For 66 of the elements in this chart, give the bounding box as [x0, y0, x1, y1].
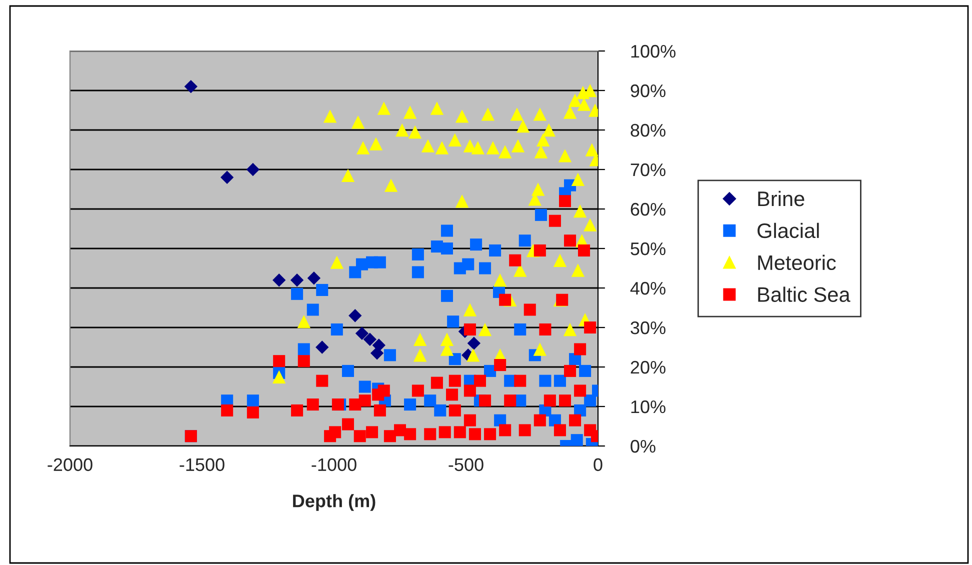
- point: [434, 404, 446, 416]
- point: [306, 304, 319, 316]
- legend-label: Meteoric: [758, 254, 836, 270]
- point: [220, 170, 234, 184]
- point: [447, 316, 460, 328]
- point: [440, 242, 454, 255]
- point: [374, 256, 386, 268]
- point: [440, 224, 454, 237]
- point: [574, 404, 586, 416]
- point: [412, 248, 424, 260]
- y-tick-label: 70%: [630, 163, 666, 176]
- y-tick-label: 60%: [630, 202, 666, 216]
- legend-label: Brine: [758, 190, 804, 206]
- x-axis-title: Depth (m): [293, 494, 376, 511]
- y-tick-label: 80%: [630, 124, 666, 137]
- point: [462, 258, 474, 270]
- point: [384, 349, 396, 362]
- point: [184, 80, 198, 94]
- y-tick-label: 100%: [631, 44, 676, 58]
- point: [470, 238, 482, 251]
- point: [370, 346, 384, 360]
- y-tick-label: 30%: [630, 321, 666, 334]
- x-tick-label: -2000: [48, 458, 92, 472]
- point: [272, 274, 286, 287]
- point: [514, 323, 526, 336]
- point: [489, 244, 502, 256]
- point: [424, 394, 436, 407]
- y-tick-label: 50%: [630, 242, 666, 256]
- point: [358, 380, 371, 393]
- point: [298, 343, 310, 356]
- point: [290, 274, 304, 287]
- point: [330, 323, 343, 336]
- point: [579, 364, 592, 377]
- point: [569, 353, 582, 366]
- y-tick-label: 40%: [630, 282, 666, 295]
- point: [348, 309, 362, 322]
- point: [246, 162, 260, 176]
- point: [478, 262, 492, 274]
- y-tick-label: 10%: [631, 400, 666, 414]
- point: [570, 434, 583, 446]
- x-tick-label: -1500: [180, 458, 224, 472]
- point: [316, 340, 329, 354]
- point: [467, 336, 481, 350]
- point: [412, 266, 424, 278]
- point: [448, 353, 461, 366]
- point: [355, 326, 369, 340]
- y-tick-label: 0%: [630, 440, 656, 453]
- point: [246, 394, 259, 407]
- point: [404, 398, 416, 411]
- point: [307, 272, 321, 285]
- y-tick-label: 20%: [630, 360, 666, 374]
- point: [539, 374, 552, 387]
- legend-label: Glacial: [758, 222, 819, 238]
- point: [440, 290, 454, 302]
- point: [554, 374, 566, 387]
- x-tick-label: -1000: [312, 458, 356, 472]
- y-tick-label: 90%: [630, 84, 666, 98]
- x-tick-label: -500: [448, 458, 484, 472]
- point: [342, 364, 354, 377]
- x-tick-label: 0: [594, 458, 602, 472]
- legend-label: Baltic Sea: [758, 286, 850, 302]
- point: [316, 284, 328, 296]
- point: [363, 332, 376, 346]
- point: [518, 234, 531, 247]
- point: [534, 208, 547, 221]
- point: [291, 288, 304, 300]
